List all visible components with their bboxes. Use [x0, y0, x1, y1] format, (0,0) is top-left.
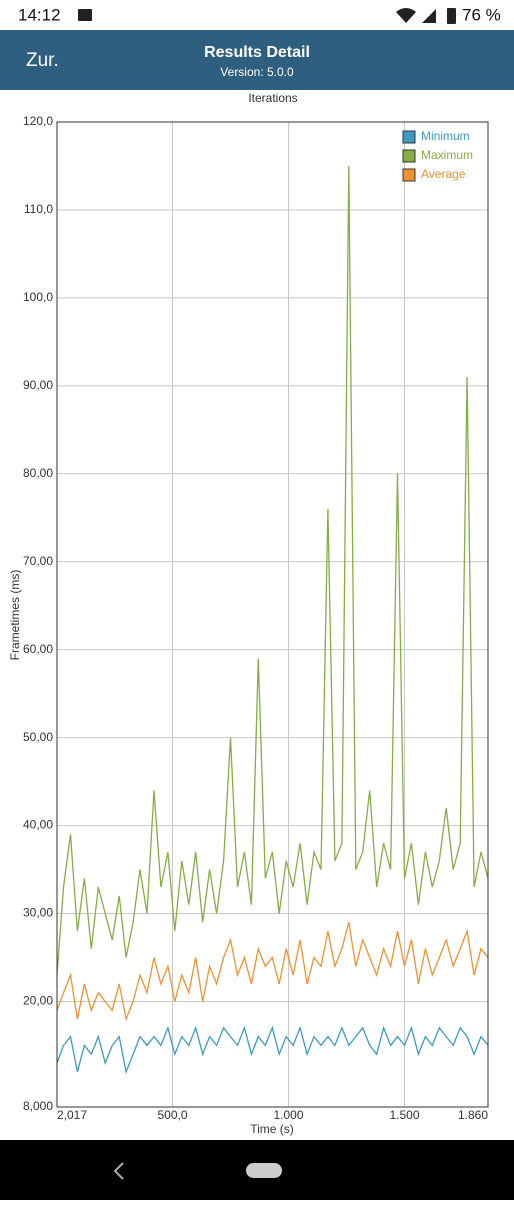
y-tick-label: 70,00: [23, 554, 53, 568]
wifi-icon: [396, 8, 416, 23]
header-subtitle: Version: 5.0.0: [220, 65, 294, 79]
legend-swatch: [402, 149, 416, 163]
legend-label: Maximum: [421, 148, 473, 162]
x-tick-label: 1.500: [389, 1108, 419, 1122]
x-tick-label: 500,0: [158, 1108, 188, 1122]
y-tick-label: 110,0: [24, 202, 53, 216]
battery-icon: [447, 8, 456, 24]
y-tick-label: 40,00: [23, 818, 53, 832]
signal-icon: [422, 9, 436, 23]
legend-swatch: [402, 168, 416, 182]
y-tick-label: 20,00: [23, 994, 53, 1008]
x-tick-label: 1.860: [458, 1108, 488, 1122]
legend-swatch: [402, 130, 416, 144]
y-tick-label: 60,00: [23, 642, 53, 656]
nav-home[interactable]: [246, 1163, 282, 1178]
legend-label: Average: [421, 167, 466, 181]
nav-back[interactable]: [113, 1162, 124, 1180]
series-line: [56, 922, 489, 1022]
x-tick-label: 2,017: [57, 1108, 87, 1122]
header-title: Results Detail: [204, 44, 310, 61]
back-button[interactable]: Zur.: [26, 50, 59, 71]
y-tick-label: 50,00: [23, 730, 53, 744]
x-axis-label: Time (s): [250, 1122, 294, 1136]
plot: 8,000 20,00 30,00 40,00 50,00 60,00 70,00 80,00…: [23, 114, 489, 1122]
x-tick-label: 1.000: [273, 1108, 303, 1122]
y-tick-label: 30,00: [23, 906, 53, 920]
y-tick-label: 120,0: [23, 114, 53, 128]
series-line: [56, 1025, 489, 1075]
y-axis-label: Frametimes (ms): [8, 570, 22, 661]
y-tick-label: 100,0: [23, 290, 53, 304]
gallery-icon: [78, 9, 92, 21]
plot-border: [56, 121, 489, 1108]
app-header: [0, 30, 514, 90]
legend-label: Minimum: [421, 129, 470, 143]
status-bar: [0, 0, 514, 30]
y-tick-label: 8,000: [23, 1099, 53, 1113]
top-axis-label: Iterations: [248, 91, 297, 105]
status-battery: 76 %: [462, 5, 501, 24]
series-line: [56, 165, 489, 976]
y-tick-label: 90,00: [23, 378, 53, 392]
y-tick-label: 80,00: [23, 466, 53, 480]
status-time: 14:12: [18, 5, 61, 24]
